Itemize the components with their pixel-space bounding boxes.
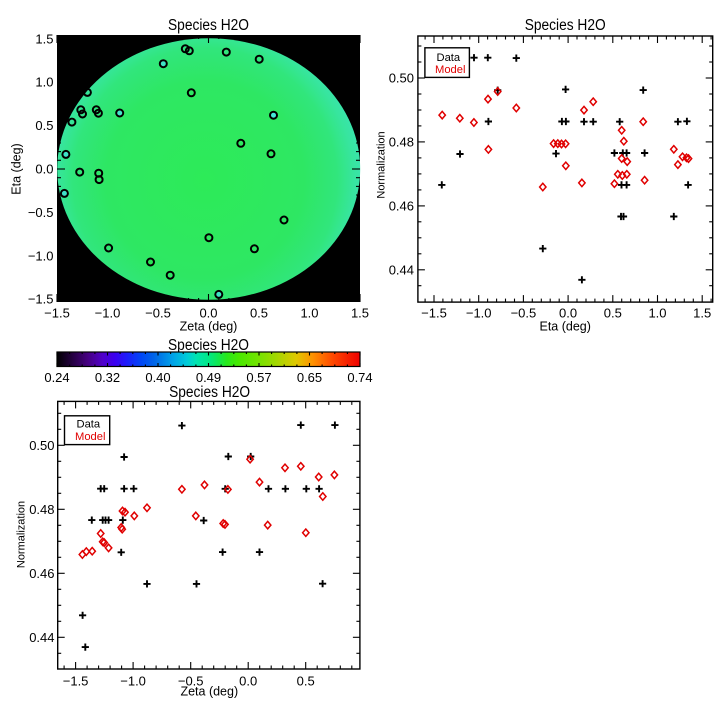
svg-text:1.0: 1.0 xyxy=(35,75,53,90)
svg-text:0.50: 0.50 xyxy=(389,71,414,86)
svg-text:0.24: 0.24 xyxy=(44,370,69,385)
svg-text:0.57: 0.57 xyxy=(246,370,271,385)
svg-text:−1.0: −1.0 xyxy=(28,248,54,263)
svg-text:Species H2O: Species H2O xyxy=(168,17,249,34)
svg-text:−0.5: −0.5 xyxy=(28,205,54,220)
svg-text:0.0: 0.0 xyxy=(199,306,217,321)
svg-text:0.5: 0.5 xyxy=(250,306,268,321)
svg-text:Normalization: Normalization xyxy=(376,131,388,198)
svg-text:Model: Model xyxy=(435,64,465,76)
svg-text:0.40: 0.40 xyxy=(145,370,170,385)
svg-text:1.5: 1.5 xyxy=(693,306,711,321)
svg-text:−1.5: −1.5 xyxy=(63,674,89,689)
svg-text:−1.0: −1.0 xyxy=(466,306,492,321)
svg-text:−0.5: −0.5 xyxy=(145,306,171,321)
svg-text:Model: Model xyxy=(75,431,105,443)
svg-text:1.0: 1.0 xyxy=(300,306,318,321)
svg-text:0.32: 0.32 xyxy=(95,370,120,385)
svg-text:−1.5: −1.5 xyxy=(28,292,54,307)
svg-text:0.46: 0.46 xyxy=(389,198,414,213)
svg-text:0.46: 0.46 xyxy=(29,566,54,581)
svg-text:1.5: 1.5 xyxy=(351,306,369,321)
svg-text:Species H2O: Species H2O xyxy=(169,384,250,401)
svg-text:0.49: 0.49 xyxy=(196,370,221,385)
svg-text:−1.0: −1.0 xyxy=(95,306,121,321)
svg-text:Species H2O: Species H2O xyxy=(168,337,249,354)
svg-text:−0.5: −0.5 xyxy=(178,674,204,689)
svg-text:0.48: 0.48 xyxy=(389,134,414,149)
svg-text:0.0: 0.0 xyxy=(559,306,577,321)
svg-text:0.44: 0.44 xyxy=(29,630,54,645)
svg-text:Normalization: Normalization xyxy=(16,501,28,568)
svg-text:−1.5: −1.5 xyxy=(421,306,447,321)
svg-text:0.44: 0.44 xyxy=(389,262,414,277)
svg-text:−1.0: −1.0 xyxy=(120,674,146,689)
svg-text:0.74: 0.74 xyxy=(347,370,372,385)
svg-text:Eta (deg): Eta (deg) xyxy=(539,320,590,334)
svg-text:0.50: 0.50 xyxy=(29,438,54,453)
svg-text:Eta (deg): Eta (deg) xyxy=(10,143,24,194)
svg-text:Data: Data xyxy=(77,419,101,431)
svg-text:0.5: 0.5 xyxy=(297,674,315,689)
svg-text:0.0: 0.0 xyxy=(239,674,257,689)
svg-text:0.5: 0.5 xyxy=(35,118,53,133)
svg-text:0.48: 0.48 xyxy=(29,502,54,517)
svg-text:Zeta (deg): Zeta (deg) xyxy=(180,685,238,699)
svg-text:−1.5: −1.5 xyxy=(44,306,70,321)
svg-text:0.0: 0.0 xyxy=(35,162,53,177)
svg-text:0.65: 0.65 xyxy=(297,370,322,385)
svg-text:0.5: 0.5 xyxy=(604,306,622,321)
svg-text:1.5: 1.5 xyxy=(35,31,53,46)
svg-text:1.0: 1.0 xyxy=(648,306,666,321)
svg-text:Data: Data xyxy=(437,52,461,64)
svg-text:Species H2O: Species H2O xyxy=(525,17,606,34)
svg-text:−0.5: −0.5 xyxy=(511,306,537,321)
svg-text:Zeta (deg): Zeta (deg) xyxy=(180,320,238,334)
